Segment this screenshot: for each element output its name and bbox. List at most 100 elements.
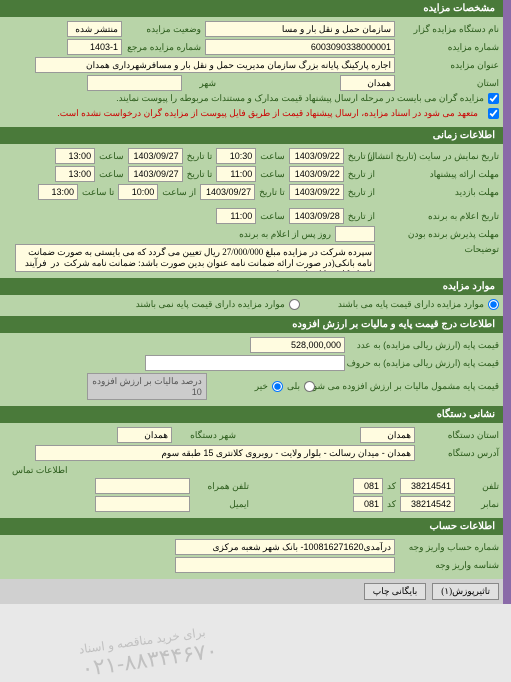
- publish-from-date: [289, 148, 344, 164]
- contact-header: اطلاعات تماس: [4, 463, 499, 478]
- watermark: برای خرید مناقصه و اسناد ۰۲۱-۸۸۳۴۴۶۷۰: [78, 624, 220, 682]
- time-label-1: ساعت: [260, 151, 285, 162]
- publish-label: تاریخ نمایش در سایت (تاریخ انتشار): [379, 151, 499, 162]
- section-addr-header: نشانی دستگاه: [0, 406, 503, 423]
- section-account-body: شماره حساب واریز وجه شناسه واریز وجه: [0, 535, 503, 579]
- vat-yes-label: بلی: [287, 381, 300, 392]
- chk1-label: مزایده گران می بایست در مرحله ارسال پیشن…: [116, 93, 484, 104]
- fax-label: نمابر: [459, 499, 499, 510]
- section-partial-header: موارد مزایده: [0, 278, 503, 295]
- winner-label: تاریخ اعلام به برنده: [379, 211, 499, 222]
- days-after-label: روز پس از اعلام به برنده: [239, 229, 331, 240]
- section-price-body: قیمت پایه (ارزش ریالی مزایده) به عدد قیم…: [0, 333, 503, 406]
- radio-vat-yes[interactable]: [304, 381, 315, 392]
- fax-input: [400, 496, 455, 512]
- radio-has-base[interactable]: [488, 299, 499, 310]
- visit-to-time: [38, 184, 78, 200]
- status-label: وضعیت مزایده: [126, 24, 201, 35]
- tel-label: تلفن: [459, 481, 499, 492]
- vat-pct-label: درصد مالیات بر ارزش افزوده: [92, 376, 201, 386]
- section-time-header: اطلاعات زمانی: [0, 127, 503, 144]
- province-label: استان: [399, 78, 499, 89]
- chk-attach[interactable]: [488, 93, 499, 104]
- tel-input: [400, 478, 455, 494]
- offer-label: مهلت ارائه پیشنهاد: [379, 169, 499, 180]
- subject-label: عنوان مزایده: [399, 60, 499, 71]
- org-label: نام دستگاه مزایده گزار: [399, 24, 499, 35]
- id-label: شناسه واریز وجه: [399, 560, 499, 571]
- section-info-header: مشخصات مزایده: [0, 0, 503, 17]
- vat-no-label: خیر: [255, 381, 268, 392]
- vat-q-label: قیمت پایه مشمول مالیات بر ارزش افزوده می…: [319, 381, 499, 392]
- publish-from-time: [216, 148, 256, 164]
- addr-input: [35, 445, 415, 461]
- section-partial-body: موارد مزایده دارای قیمت پایه می باشند مو…: [0, 295, 503, 316]
- notes-textarea: سپرده شرکت در مزایده مبلغ 27/000/000 ریا…: [15, 244, 375, 272]
- visit-to-date: [200, 184, 255, 200]
- offer-from-date: [289, 166, 344, 182]
- vat-pct-box: درصد مالیات بر ارزش افزوده 10: [87, 373, 206, 400]
- accept-input: [335, 226, 375, 242]
- footer: تاثیرپوزش(۱) بایگانی چاپ: [0, 579, 503, 604]
- addr-province-input: [360, 427, 415, 443]
- base-text-label: قیمت پایه (ارزش ریالی مزایده) به حروف: [349, 358, 499, 369]
- province-input: [340, 75, 395, 91]
- city-input: [87, 75, 182, 91]
- winner-time: [216, 208, 256, 224]
- section-addr-body: استان دستگاه شهر دستگاه آدرس دستگاه اطلا…: [0, 423, 503, 518]
- mobile-input: [95, 478, 190, 494]
- chk2-label: متعهد می شود در اسناد مزایده، ارسال پیشن…: [51, 106, 484, 121]
- to-label-2: تا تاریخ: [187, 169, 213, 180]
- visit-from-date: [289, 184, 344, 200]
- from-label-1: از تاریخ: [348, 151, 375, 162]
- addr-province-label: استان دستگاه: [419, 430, 499, 441]
- from-label-2: از تاریخ: [348, 169, 375, 180]
- base-num-label: قیمت پایه (ارزش ریالی مزایده) به عدد: [349, 340, 499, 351]
- publish-to-time: [55, 148, 95, 164]
- id-input: [175, 557, 395, 573]
- to-label-3: تا تاریخ: [259, 187, 285, 198]
- radio-no-base[interactable]: [289, 299, 300, 310]
- num-label: شماره مزایده: [399, 42, 499, 53]
- offer-to-date: [128, 166, 183, 182]
- accept-label: مهلت پذیرش برنده بودن: [379, 229, 499, 240]
- back-button[interactable]: تاثیرپوزش(۱): [432, 583, 499, 600]
- code-label-2: کد: [387, 499, 396, 510]
- status-input: [67, 21, 122, 37]
- code-input-1: [353, 478, 383, 494]
- to-time-label: تا ساعت: [82, 187, 114, 198]
- acc-input: [175, 539, 395, 555]
- print-button[interactable]: بایگانی چاپ: [364, 583, 427, 600]
- offer-to-time: [55, 166, 95, 182]
- notes-label: توضیحات: [379, 244, 499, 255]
- time-label-5: ساعت: [260, 211, 285, 222]
- ref-input: [67, 39, 122, 55]
- time-label-3: ساعت: [260, 169, 285, 180]
- addr-label: آدرس دستگاه: [419, 448, 499, 459]
- from-time-label: از ساعت: [162, 187, 196, 198]
- org-input: [205, 21, 395, 37]
- mobile-label: تلفن همراه: [194, 481, 249, 492]
- num-input: [205, 39, 395, 55]
- code-input-2: [353, 496, 383, 512]
- from-label-4: از تاریخ: [348, 211, 375, 222]
- base-num-input: [250, 337, 345, 353]
- addr-city-label: شهر دستگاه: [176, 430, 236, 441]
- visit-label: مهلت بازدید: [379, 187, 499, 198]
- radio-has-label: موارد مزایده دارای قیمت پایه می باشند: [338, 299, 484, 310]
- from-label-3: از تاریخ: [348, 187, 375, 198]
- time-label-2: ساعت: [99, 151, 124, 162]
- email-input: [95, 496, 190, 512]
- radio-vat-no[interactable]: [272, 381, 283, 392]
- section-price-header: اطلاعات درج قیمت پایه و مالیات بر ارزش ا…: [0, 316, 503, 333]
- radio-no-label: موارد مزایده دارای قیمت پایه نمی باشند: [136, 299, 285, 310]
- email-label: ایمیل: [194, 499, 249, 510]
- acc-label: شماره حساب واریز وجه: [399, 542, 499, 553]
- base-text-input[interactable]: [145, 355, 345, 371]
- side-strip: [503, 0, 511, 604]
- code-label-1: کد: [387, 481, 396, 492]
- city-label: شهر: [186, 78, 216, 89]
- time-label-4: ساعت: [99, 169, 124, 180]
- offer-from-time: [216, 166, 256, 182]
- chk-commit[interactable]: [488, 108, 499, 119]
